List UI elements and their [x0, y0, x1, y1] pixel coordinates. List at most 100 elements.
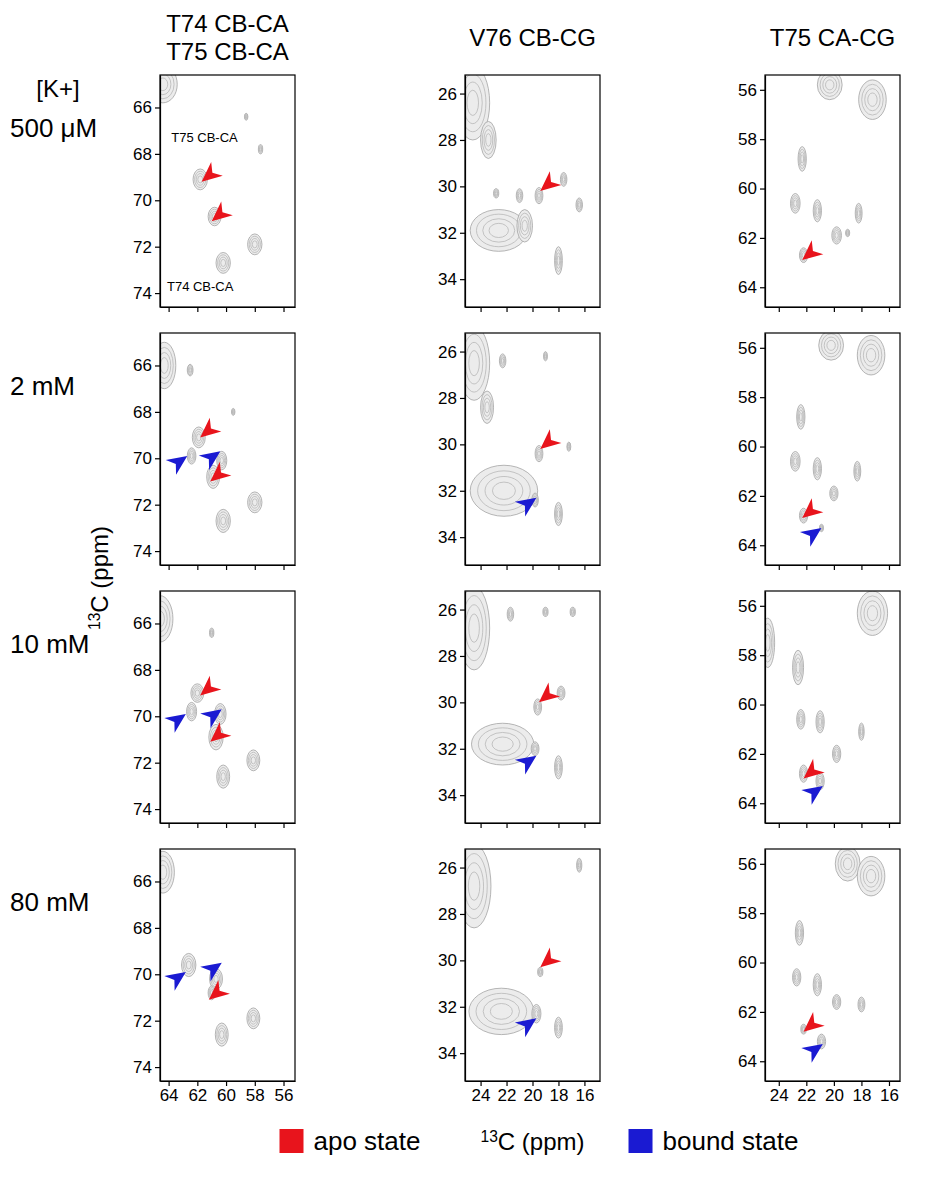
tick [834, 823, 835, 828]
column-title: T75 CB-CA [166, 38, 289, 65]
x-axis: 2422201816 [766, 1081, 901, 1105]
peak [795, 921, 803, 946]
tick [558, 307, 559, 312]
tick [226, 823, 227, 828]
peak [570, 607, 575, 616]
peak [854, 461, 861, 481]
tick [481, 823, 482, 828]
contour-level [820, 526, 822, 530]
peak [248, 492, 262, 513]
contour-level [568, 445, 569, 448]
contour-level [796, 923, 802, 942]
tick-mark [779, 307, 780, 312]
y-axis: 5658606264 [738, 76, 765, 308]
contour-level [538, 193, 541, 199]
panel: 56586062642422201816 [738, 847, 900, 1106]
peak [531, 742, 539, 756]
tick-mark [889, 823, 890, 828]
tick-mark [155, 551, 160, 552]
tick-mark [460, 140, 465, 141]
tick-label: 26 [438, 601, 457, 620]
peak [857, 335, 885, 374]
contour-level [509, 610, 513, 618]
peak [816, 711, 824, 733]
tick-mark [283, 565, 284, 570]
axis-line [161, 1081, 296, 1082]
row-label: 500 μM [10, 113, 97, 143]
tick-label: 62 [738, 1003, 757, 1022]
axis-line [465, 334, 466, 566]
tick-mark [255, 823, 256, 828]
panel: 2628303234 [438, 66, 600, 312]
peak [258, 145, 262, 154]
tick-mark [861, 307, 862, 312]
contour-level [522, 220, 527, 231]
panel: 2628303234 [438, 326, 600, 570]
peak [160, 342, 176, 388]
contour-level [188, 704, 196, 718]
frame [465, 591, 600, 823]
tick: 62 [738, 1003, 765, 1022]
contour-level [198, 176, 203, 183]
bound-arrow [515, 1011, 542, 1037]
contour-level [194, 429, 204, 445]
tick: 66 [133, 614, 160, 633]
contour-level [518, 192, 522, 200]
contour-level [189, 368, 191, 372]
tick [169, 307, 170, 312]
panel: 5658606264 [738, 591, 900, 828]
panel: 6668707274T75 CB-CAT74 CB-CA [133, 66, 295, 312]
tick-label: 34 [438, 528, 457, 547]
contour-level [832, 489, 837, 497]
contour-level [186, 961, 191, 969]
peak [813, 974, 821, 996]
contour-level [834, 749, 839, 759]
contour-level [248, 1010, 258, 1026]
contour-level [819, 718, 822, 726]
axis-line [161, 307, 296, 308]
contour-level [160, 75, 174, 99]
tick: 60 [738, 437, 765, 456]
contour-level [555, 505, 561, 523]
tick: 32 [438, 998, 465, 1017]
contour-level [214, 975, 218, 982]
contour-level [210, 629, 213, 636]
contour-level [190, 708, 193, 714]
tick: 66 [133, 356, 160, 375]
contour-level [855, 466, 859, 477]
tick [889, 307, 890, 312]
contour-level [559, 689, 563, 697]
tick: 18 [852, 1081, 871, 1105]
tick: 34 [438, 528, 465, 547]
bound-arrow [164, 707, 191, 733]
tick: 74 [133, 1058, 160, 1077]
tick: 70 [133, 965, 160, 984]
tick-mark [169, 307, 170, 312]
bound-arrow [164, 965, 191, 991]
contour-level [245, 115, 247, 119]
tick-mark [760, 188, 765, 189]
contour-level [866, 869, 875, 882]
contour-level [578, 861, 581, 869]
apo-arrow [796, 498, 823, 525]
contour-level [833, 996, 839, 1008]
contour-level [557, 763, 560, 771]
contour-level [468, 872, 479, 900]
peak [244, 113, 247, 120]
tick: 62 [738, 229, 765, 248]
tick-label: 72 [133, 1012, 152, 1031]
contour-level [536, 704, 539, 710]
peak [798, 147, 806, 172]
contour-level [248, 752, 258, 768]
tick-mark [155, 412, 160, 413]
plot-area [465, 333, 571, 526]
apo-arrow [533, 683, 560, 710]
peak [216, 509, 230, 532]
tick [481, 307, 482, 312]
tick-mark [889, 565, 890, 570]
tick-label: 66 [133, 356, 152, 375]
peak [248, 234, 262, 255]
tick: 32 [438, 482, 465, 501]
contour-level [814, 460, 820, 477]
contour-level [485, 732, 520, 755]
